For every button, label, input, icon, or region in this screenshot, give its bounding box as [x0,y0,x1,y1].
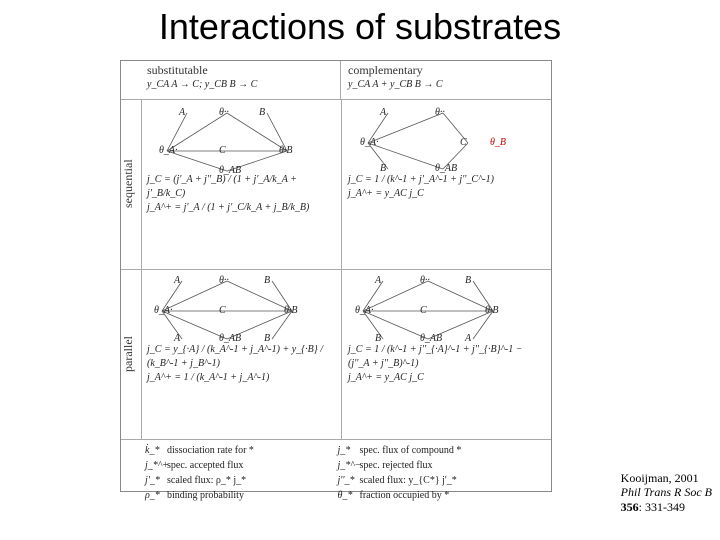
diagram-node-label: B [380,163,386,174]
legend: k̇_*dissociation rate for * j_*^+spec. a… [121,439,551,491]
cell-par-sub: Aθ··Bθ_A·Cθ·BAθ_ABB j_C = y_{·A} / (k_A^… [141,269,341,439]
diagram-node-label: B [375,333,381,344]
citation: Kooijman, 2001 Phil Trans R Soc B 356: 3… [621,471,712,514]
diagram-node-label: A [179,107,185,118]
diagram-node-label: B [264,275,270,286]
diagram-node-label: B [259,107,265,118]
legend-sym: j''_* [338,473,360,488]
legend-text: spec. accepted flux [167,460,243,471]
legend-text: dissociation rate for * [167,445,254,456]
cell-par-comp: Aθ··Bθ_A·Cθ·BBθ_ABA j_C = 1 / (k^-1 + j'… [342,269,550,439]
diagram-node-label: θ·· [219,275,229,286]
diagram-seq-sub: Aθ·· Bθ_A· Cθ·B θ_AB [147,103,335,173]
diagram-node-label: θ·B [485,305,499,316]
eq-seq-comp-2: j_A^+ = y_AC j_C [348,187,544,201]
legend-sym: j_* [338,443,360,458]
diagram-node-label: θ·· [420,275,430,286]
legend-sym: ρ_* [145,488,167,503]
legend-text: fraction occupied by * [360,490,450,501]
eq-par-comp-2: j_A^+ = y_AC j_C [348,371,544,385]
eq-seq-sub-2: j_A^+ = j'_A / (1 + j'_C/k_A + j_B/k_B) [147,201,335,215]
col-title-sub: substitutable [147,63,334,78]
diagram-node-label: B [264,333,270,344]
diagram-node-label: θ·· [219,107,229,118]
diagram-node-label: θ·B [284,305,298,316]
diagram-node-label: C [420,305,427,316]
diagram-par-comp: Aθ·· Bθ_A· Cθ·B Bθ_AB A [348,273,544,343]
legend-sym: θ_* [338,488,360,503]
legend-text: spec. rejected flux [360,460,433,471]
diagram-node-label: θ_AB [219,165,241,176]
diagram-seq-comp: Aθ·· θ_A· Cθ_B Bθ_AB [348,103,544,173]
diagram-node-label: θ_A· [154,305,173,316]
diagram-node-label: θ_AB [219,333,241,344]
legend-text: binding probability [167,490,244,501]
diagram-node-label: θ_AB [435,163,457,174]
cell-seq-sub: Aθ··Bθ_A·Cθ·Bθ_AB j_C = (j'_A + j''_B) /… [141,99,341,269]
legend-text: spec. flux of compound * [360,445,462,456]
diagram-node-label: θ_A· [360,137,379,148]
diagram-node-label: θ_B [490,137,506,148]
cell-seq-comp: Aθ··θ_A·Cθ_BBθ_AB j_C = 1 / (k^-1 + j'_A… [342,99,550,269]
row-label-parallel: parallel [121,269,141,439]
diagram-node-label: B [465,275,471,286]
citation-journal: Phil Trans R Soc B [621,485,712,499]
diagram-node-label: θ_A· [159,145,178,156]
legend-sym: j_*^+ [145,458,167,473]
slide: Interactions of substrates substitutable… [0,0,720,540]
diagram-node-label: C [219,145,226,156]
col-header-complementary: complementary y_CA A + y_CB B → C [342,61,550,99]
diagram-node-label: θ·· [435,107,445,118]
col-title-comp: complementary [348,63,544,78]
eq-par-sub-2: j_A^+ = 1 / (k_A^-1 + j_A^-1) [147,371,335,385]
diagram-node-label: C [219,305,226,316]
diagram-node-label: A [465,333,471,344]
interactions-figure: substitutable y_CA A → C; y_CB B → C com… [120,60,552,492]
diagram-node-label: A [174,333,180,344]
legend-sym: j_*^− [338,458,360,473]
diagram-node-label: A [174,275,180,286]
legend-text: scaled flux: y_{C*} j'_* [360,475,457,486]
diagram-node-label: θ_A· [355,305,374,316]
col-sub-comp: y_CA A + y_CB B → C [348,78,544,92]
row-label-sequential: sequential [121,99,141,269]
col-header-substitutable: substitutable y_CA A → C; y_CB B → C [141,61,341,99]
citation-pages: 331-349 [645,500,685,514]
legend-sym: j'_* [145,473,167,488]
diagram-node-label: C [460,137,467,148]
legend-text: scaled flux: ρ_* j_* [167,475,246,486]
legend-sym: k̇_* [145,443,167,458]
diagram-node-label: A [375,275,381,286]
diagram-node-label: A [380,107,386,118]
slide-title: Interactions of substrates [0,6,720,48]
citation-author: Kooijman, 2001 [621,471,712,485]
diagram-node-label: θ·B [279,145,293,156]
diagram-par-sub: Aθ·· Bθ_A· Cθ·B Aθ_AB B [147,273,335,343]
citation-volume: 356 [621,500,639,514]
diagram-node-label: θ_AB [420,333,442,344]
col-sub-sub: y_CA A → C; y_CB B → C [147,78,334,92]
